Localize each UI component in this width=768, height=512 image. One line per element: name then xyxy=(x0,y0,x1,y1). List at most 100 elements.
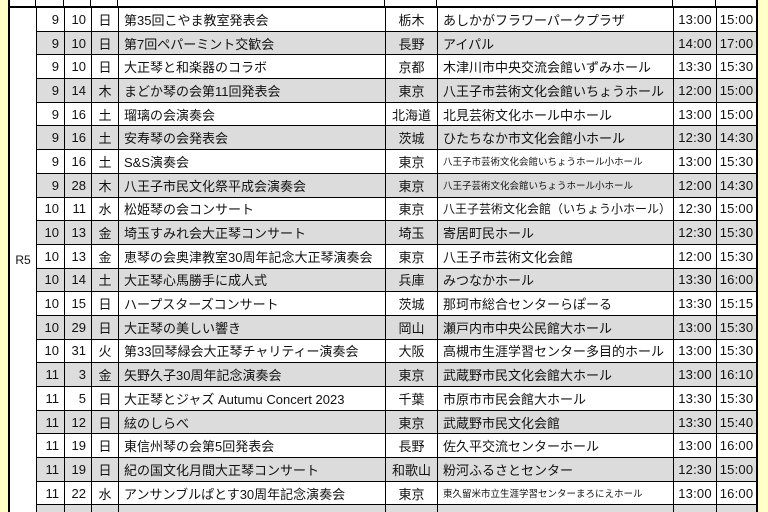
weekday-cell: 金 xyxy=(92,244,119,268)
prefecture-cell: 茨城 xyxy=(386,126,438,150)
venue-cell: 高槻市生涯学習センター多目的ホール xyxy=(438,339,674,363)
end-time-cell: 17:00 xyxy=(719,35,754,51)
start-time-cell: 12:30 xyxy=(674,126,717,150)
event-cell: 第35回こやま教室発表会 xyxy=(119,8,386,31)
venue-cell: 市原市市民会館大ホール xyxy=(438,387,674,410)
weekday-cell: 日 xyxy=(92,410,119,434)
prefecture-cell: 東京 xyxy=(386,79,438,102)
end-time-cell: 15:15 xyxy=(719,296,754,312)
prefecture-cell: 茨城 xyxy=(386,292,438,315)
start-time-cell: 12:00 xyxy=(674,244,717,268)
event-cell: まどか琴の会第11回発表会 xyxy=(119,79,386,102)
end-time-cell: 15:40 xyxy=(719,414,754,430)
weekday-cell: 土 xyxy=(92,268,119,292)
day-cell: 13 xyxy=(65,244,92,268)
event-schedule-table: R5 9 10 日第35回こやま教室発表会 栃木 あしかがフラワーパークプラザ 13:00… xyxy=(8,0,758,512)
event-cell: S&S演奏会 xyxy=(119,150,386,173)
venue-cell: あしかがフラワーパークプラザ xyxy=(438,8,674,31)
month-cell: 9 xyxy=(37,55,65,79)
prefecture-cell: 長野 xyxy=(386,434,438,458)
start-time-cell: 12:30 xyxy=(674,221,717,244)
event-cell: 矢野久子30周年記念演奏会 xyxy=(119,363,386,386)
day-cell: 10 xyxy=(65,31,92,55)
start-time-cell: 13:30 xyxy=(674,268,717,292)
prefecture-cell: 大阪 xyxy=(386,339,438,363)
event-cell: 八王子市民文化祭平成会演奏会 xyxy=(119,173,386,197)
month-cell: 11 xyxy=(37,434,65,458)
header-event-cell xyxy=(118,0,385,6)
weekday-cell: 土 xyxy=(92,150,119,173)
day-cell: 16 xyxy=(65,150,92,173)
event-cell: 紀の国文化月間大正琴コンサート xyxy=(119,458,386,481)
day-cell: 14 xyxy=(65,268,92,292)
event-cell: 松姫琴の会コンサート xyxy=(119,197,386,221)
event-cell: 大正琴と和楽器のコラボ xyxy=(119,55,386,79)
start-time-cell: 13:00 xyxy=(674,315,717,339)
day-cell: 16 xyxy=(65,102,92,126)
event-cell xyxy=(119,505,386,512)
header-day-cell xyxy=(64,0,91,6)
event-cell: 絃のしらべ xyxy=(119,410,386,434)
month-cell: 9 xyxy=(37,8,65,31)
table-header-row-clipped xyxy=(10,0,756,8)
weekday-cell: 日 xyxy=(92,8,119,31)
table-row: 9 10 日大正琴と和楽器のコラボ 京都 木津川市中央交流会館いずみホール 13:30 15… xyxy=(37,55,756,80)
event-cell: 恵琴の会奥津教室30周年記念大正琴演奏会 xyxy=(119,244,386,268)
month-cell: 10 xyxy=(37,268,65,292)
weekday-cell: 日 xyxy=(92,315,119,339)
start-time-cell: 13:00 xyxy=(674,481,717,505)
start-time-cell: 13:00 xyxy=(674,8,717,31)
table-row: 10 29 日大正琴の美しい響き 岡山 瀬戸内市中央公民館大ホール 13:00 15:30 xyxy=(37,315,756,340)
venue-cell: 佐久平交流センターホール xyxy=(438,434,674,458)
venue-cell: 那珂市総合センターらぽーる xyxy=(438,292,674,315)
prefecture-cell: 千葉 xyxy=(386,387,438,410)
header-month-cell xyxy=(36,0,64,6)
weekday-cell: 木 xyxy=(92,173,119,197)
prefecture-cell: 東京 xyxy=(386,410,438,434)
prefecture-cell: 和歌山 xyxy=(386,458,438,481)
month-cell: 9 xyxy=(37,173,65,197)
weekday-cell: 水 xyxy=(92,197,119,221)
end-time-cell: 16:00 xyxy=(719,272,754,288)
table-row: 11 3 金矢野久子30周年記念演奏会 東京 武蔵野市民文化会館大ホール 13:00 16:… xyxy=(37,363,756,387)
end-time-cell: 15:30 xyxy=(719,343,754,359)
table-row: 10 11 水松姫琴の会コンサート 東京 八王子芸術文化会館（いちょう小ホール） 12:3… xyxy=(37,197,756,222)
weekday-cell: 日 xyxy=(92,31,119,55)
end-time-cell: 15:00 xyxy=(719,82,754,98)
venue-cell: 粉河ふるさとセンター xyxy=(438,458,674,481)
table-row: 9 16 土瑠璃の会演奏会 北海道 北見芸術文化ホール中ホール 13:00 15:00 xyxy=(37,102,756,127)
month-cell: 10 xyxy=(37,197,65,221)
start-time-cell: 14:00 xyxy=(674,31,717,55)
day-cell: 19 xyxy=(65,434,92,458)
event-cell: 大正琴とジャズ Autumu Concert 2023 xyxy=(119,387,386,410)
end-time-cell: 14:30 xyxy=(719,130,754,146)
end-time-cell: 16:00 xyxy=(719,438,754,454)
weekday-cell: 日 xyxy=(92,292,119,315)
month-cell: 10 xyxy=(37,315,65,339)
start-time-cell: 12:30 xyxy=(674,197,717,221)
table-row: 11 22 水アンサンブルぱとす30周年記念演奏会 東京 東久留米市立生涯学習センターま… xyxy=(37,481,756,506)
table-row: 10 14 土大正琴心馬勝手に成人式 兵庫 みつなかホール 13:30 16:00 xyxy=(37,268,756,293)
end-time-cell: 15:30 xyxy=(719,319,754,335)
venue-cell: 武蔵野市民文化会館 xyxy=(438,410,674,434)
prefecture-cell: 埼玉 xyxy=(386,221,438,244)
start-time-cell: 13:00 xyxy=(674,339,717,363)
table-row: 10 13 金恵琴の会奥津教室30周年記念大正琴演奏会 東京 八王子市芸術文化会館 12:… xyxy=(37,244,756,269)
month-cell: 11 xyxy=(37,481,65,505)
event-cell: 第33回琴緑会大正琴チャリティー演奏会 xyxy=(119,339,386,363)
start-time-cell: 13:30 xyxy=(674,55,717,79)
venue-cell: 木津川市中央交流会館いずみホール xyxy=(438,55,674,79)
venue-cell xyxy=(438,505,674,512)
header-era-cell xyxy=(10,0,36,6)
venue-cell: 武蔵野市民文化会館大ホール xyxy=(438,363,674,386)
month-cell: 10 xyxy=(37,339,65,363)
event-cell: 埼玉すみれ会大正琴コンサート xyxy=(119,221,386,244)
start-time-cell: 13:30 xyxy=(674,387,717,410)
prefecture-cell: 栃木 xyxy=(386,8,438,31)
end-time-cell: 15:00 xyxy=(719,106,754,122)
weekday-cell: 土 xyxy=(92,102,119,126)
month-cell: 9 xyxy=(37,102,65,126)
prefecture-cell: 北海道 xyxy=(386,102,438,126)
prefecture-cell: 東京 xyxy=(386,481,438,505)
